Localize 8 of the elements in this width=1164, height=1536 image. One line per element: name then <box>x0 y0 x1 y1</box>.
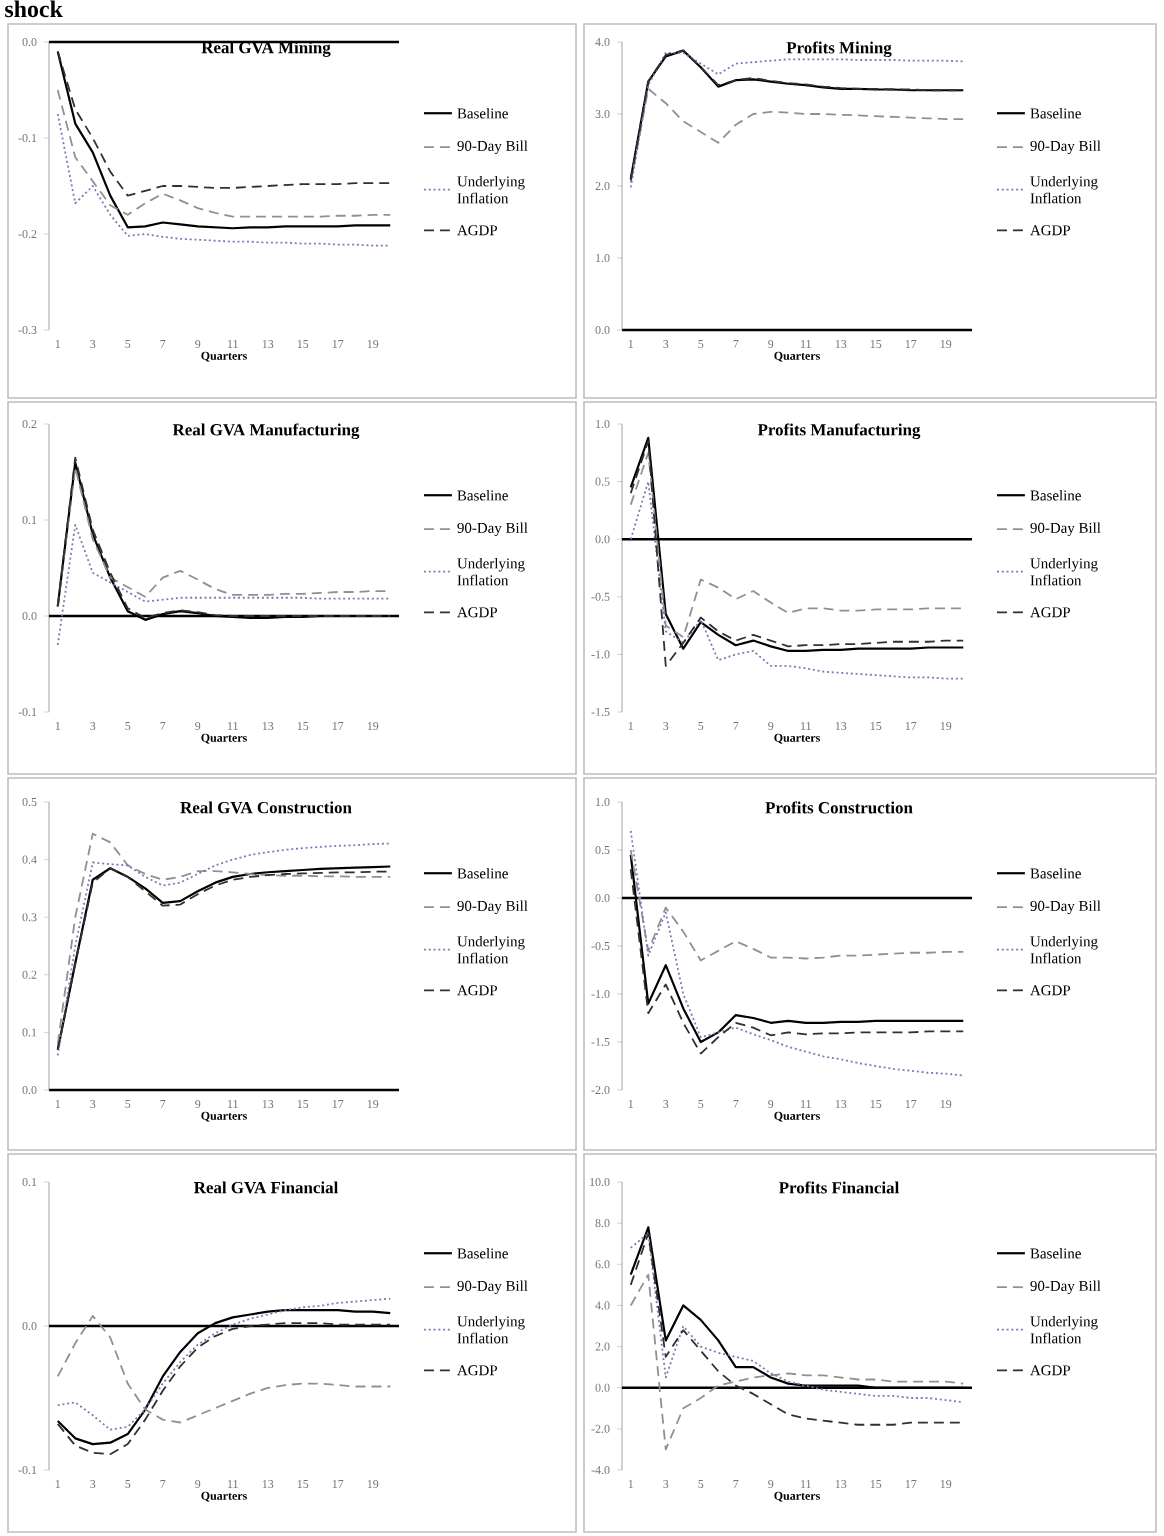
chart-title: Real GVA Construction <box>180 801 352 814</box>
chart-title: Profits Manufacturing <box>757 423 921 440</box>
chart-title: Real GVA Manufacturing <box>172 423 360 440</box>
text: shock <box>5 0 63 18</box>
chart-title: Real GVA Financial <box>193 1181 338 1194</box>
chart-title: Profits Financial <box>779 1181 899 1194</box>
chart-title: Profits Construction <box>765 801 913 814</box>
chart-title: Profits Mining <box>786 41 892 58</box>
